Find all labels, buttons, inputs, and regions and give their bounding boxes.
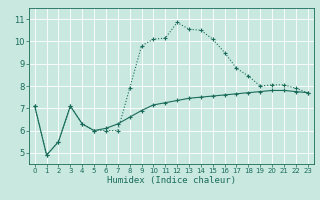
X-axis label: Humidex (Indice chaleur): Humidex (Indice chaleur) bbox=[107, 176, 236, 185]
